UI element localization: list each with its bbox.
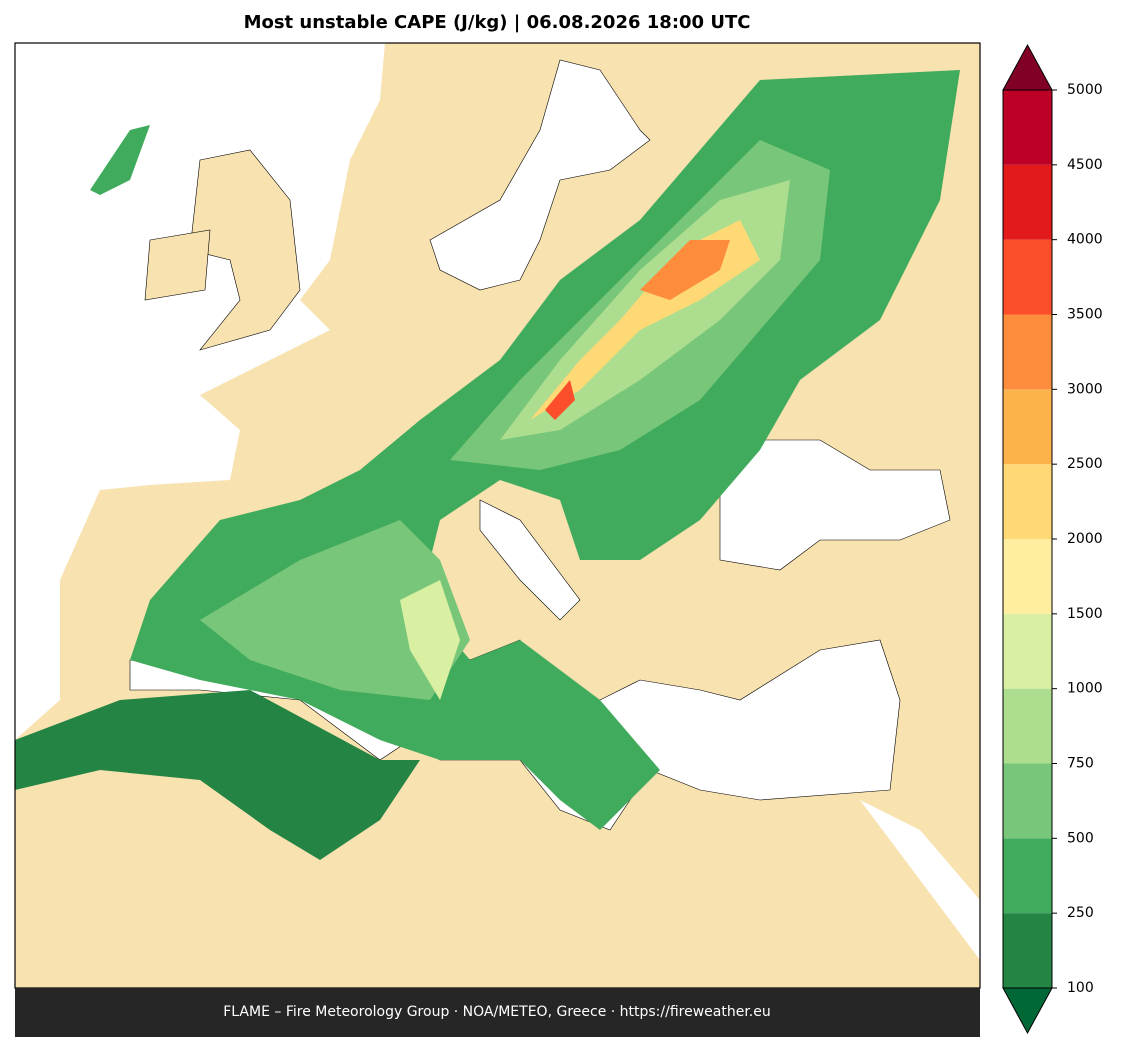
baltic <box>429 59 651 291</box>
atlantic <box>15 43 385 740</box>
colorbar-tick-label: 4500 <box>1067 157 1103 173</box>
colorbar-bin <box>1003 613 1052 689</box>
title: Most unstable CAPE (J/kg) | 06.08.2026 1… <box>244 12 751 33</box>
colorbar-bin <box>1003 838 1052 914</box>
colorbar-bin <box>1003 90 1052 165</box>
footer: FLAME – Fire Meteorology Group · NOA/MET… <box>223 1004 771 1020</box>
cape-field <box>640 240 730 300</box>
adriatic <box>479 499 581 621</box>
footer-bar <box>15 988 980 1037</box>
map <box>14 42 981 989</box>
colorbar-tick-label: 2500 <box>1067 456 1103 472</box>
colorbar-tick-label: 100 <box>1067 980 1094 996</box>
cape-field <box>200 520 470 700</box>
colorbar-tick-label: 750 <box>1067 756 1094 772</box>
red-sea <box>860 800 980 960</box>
cape-field <box>400 580 460 700</box>
colorbar-tick-label: 1500 <box>1067 606 1103 622</box>
cape-field <box>15 690 420 860</box>
colorbar-tick-label: 500 <box>1067 830 1094 846</box>
colorbar-bin <box>1003 239 1052 315</box>
colorbar-tick-label: 2000 <box>1067 531 1103 547</box>
colorbar-tick-label: 3500 <box>1067 307 1103 323</box>
cape-field <box>545 380 575 420</box>
cape-field <box>90 125 150 195</box>
colorbar-bin <box>1003 314 1052 390</box>
colorbar-tick-label: 250 <box>1067 905 1094 921</box>
colorbar-tick-label: 4000 <box>1067 232 1103 248</box>
colorbar-bin <box>1003 913 1052 988</box>
britain <box>189 149 301 351</box>
black-sea <box>719 439 951 571</box>
colorbar-bin <box>1003 539 1052 614</box>
colorbar-bin <box>1003 464 1052 539</box>
colorbar-bin <box>1003 763 1052 839</box>
ireland <box>144 229 211 301</box>
colorbar-under <box>1002 987 1053 1035</box>
colorbar-tick-label: 1000 <box>1067 681 1103 697</box>
colorbar-tick-label: 3000 <box>1067 381 1103 397</box>
colorbar-bin <box>1003 688 1052 764</box>
colorbar-bin <box>1003 164 1052 240</box>
colorbar-over <box>1002 43 1053 91</box>
colorbar-tick-label: 5000 <box>1067 82 1103 98</box>
colorbar: 100 250 500 750 1000 1500 2000 2500 3000 3500 4000… <box>1002 43 1103 1035</box>
colorbar-bin <box>1003 389 1052 465</box>
